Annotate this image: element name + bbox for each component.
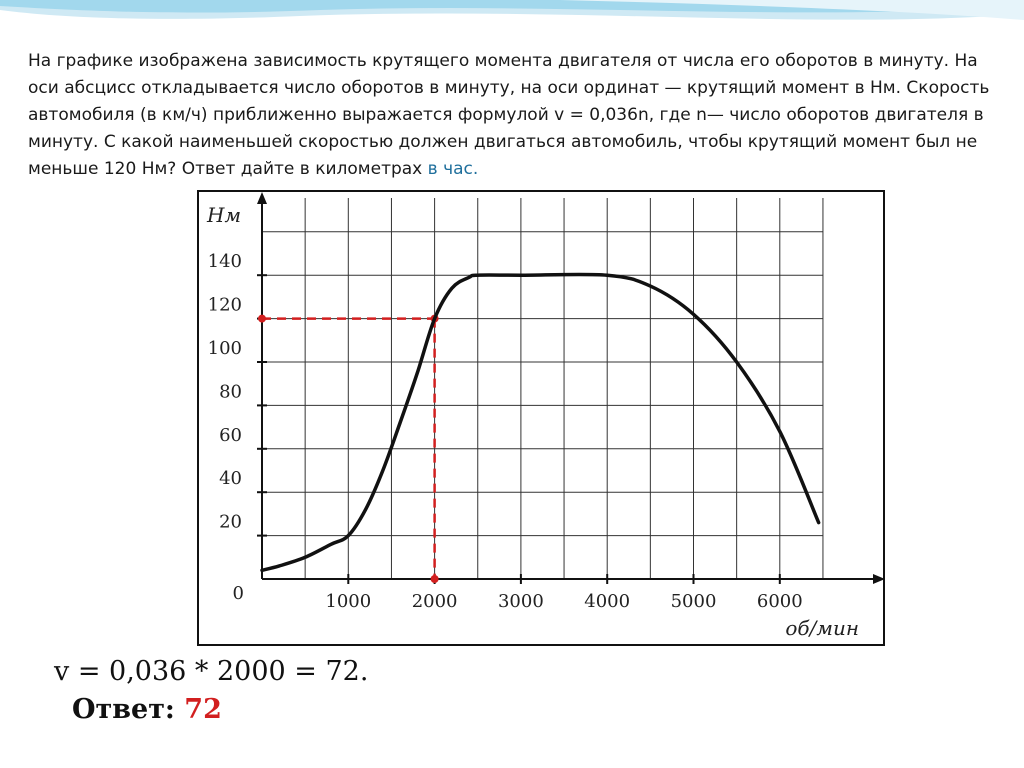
x-tick-label: 2000 <box>412 591 458 612</box>
y-axis-arrow <box>257 192 267 204</box>
chart-axes <box>257 192 885 584</box>
answer-label: Ответ: <box>72 694 185 725</box>
answer-line: Ответ: 72 <box>72 694 222 725</box>
y-tick-label: 40 <box>219 468 242 489</box>
x-axis-arrow <box>873 574 885 584</box>
guide-point-y-axis <box>258 314 266 323</box>
x-tick-label: 5000 <box>671 591 717 612</box>
x-axis-title: об/мин <box>785 616 859 640</box>
y-tick-label: 20 <box>219 512 242 533</box>
torque-chart: 1000 2000 3000 4000 5000 6000 20 40 60 80 100 120 14… <box>206 192 885 640</box>
y-axis-title: Нм <box>206 203 241 227</box>
x-tick-label: 1000 <box>325 591 371 612</box>
y-tick-label: 100 <box>208 338 242 359</box>
chart-labels: 1000 2000 3000 4000 5000 6000 20 40 60 80 100 120 14… <box>206 203 859 640</box>
origin-label: 0 <box>233 583 244 604</box>
problem-text-main: На графике изображена зависимость крутящ… <box>28 51 990 179</box>
x-tick-label: 6000 <box>757 591 803 612</box>
x-tick-label: 3000 <box>498 591 544 612</box>
solution-formula: v = 0,036 * 2000 = 72. <box>54 656 369 687</box>
chart-grid <box>262 198 824 579</box>
y-tick-label: 80 <box>219 381 242 402</box>
y-tick-label: 140 <box>208 251 242 272</box>
x-tick-label: 4000 <box>584 591 630 612</box>
y-tick-label: 60 <box>219 425 242 446</box>
answer-value: 72 <box>184 694 222 725</box>
chart-series <box>260 272 821 573</box>
header-wave-decoration <box>0 0 1024 20</box>
chart-frame <box>197 190 885 646</box>
problem-text-accent: в час. <box>427 159 479 179</box>
guide-point-x-axis <box>430 575 439 583</box>
torque-curve <box>260 272 821 573</box>
y-tick-label: 120 <box>208 295 242 316</box>
problem-statement: На графике изображена зависимость крутящ… <box>28 48 993 183</box>
